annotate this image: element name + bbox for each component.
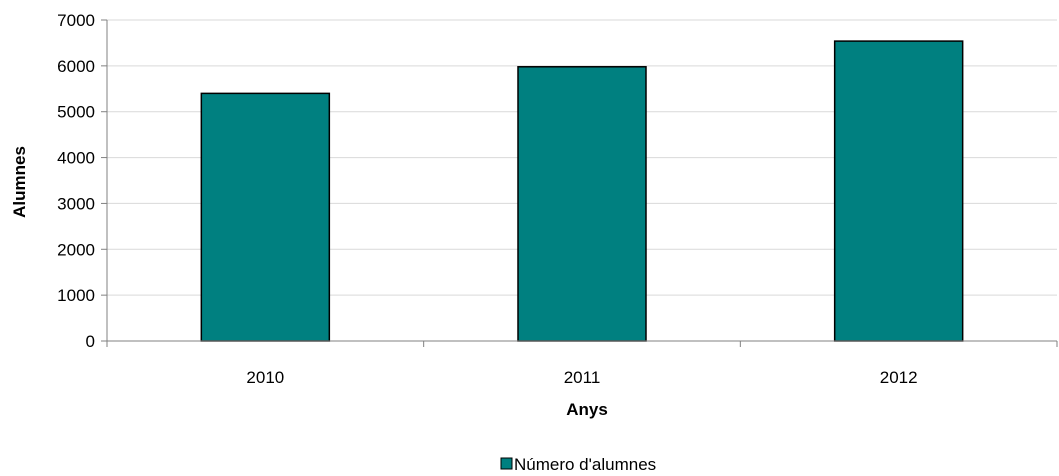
- x-tick-label: 2012: [880, 368, 918, 387]
- axes: [101, 19, 1058, 347]
- legend-label: Número d'alumnes: [514, 455, 656, 474]
- x-axis-title: Anys: [566, 400, 608, 419]
- y-tick-label: 2000: [57, 240, 95, 259]
- x-tick-label: 2011: [564, 368, 601, 387]
- legend: Número d'alumnes: [500, 455, 656, 474]
- y-tick-label: 7000: [57, 11, 95, 30]
- y-tick-label: 0: [86, 332, 95, 351]
- bar-2012: [833, 40, 964, 342]
- legend-swatch: [500, 457, 513, 470]
- x-tick-label: 2010: [246, 368, 284, 387]
- y-tick-labels: 0 1000 2000 3000 4000 5000 6000 7000: [57, 11, 95, 351]
- x-tick-labels: 2010 2011 2012: [246, 368, 917, 387]
- y-tick-label: 3000: [57, 194, 95, 213]
- y-tick-label: 6000: [57, 57, 95, 76]
- y-axis-title: Alumnes: [10, 146, 29, 218]
- bars: [200, 40, 964, 342]
- bar-2011: [517, 66, 647, 342]
- y-tick-label: 5000: [57, 103, 95, 122]
- bar-2010: [200, 92, 331, 342]
- y-tick-label: 4000: [57, 149, 95, 168]
- y-tick-label: 1000: [57, 286, 95, 305]
